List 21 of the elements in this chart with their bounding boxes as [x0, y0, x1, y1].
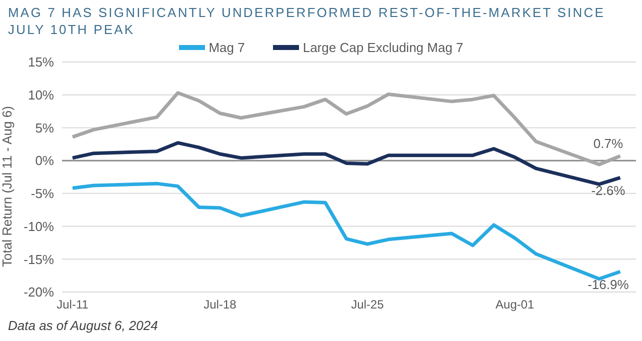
- y-tick-label: -10%: [24, 218, 54, 234]
- x-tick-label: Aug-01: [496, 298, 535, 312]
- x-tick-label: Jul-11: [56, 298, 89, 312]
- legend-label: Mag 7: [208, 40, 245, 54]
- annotation: -2.6%: [591, 182, 626, 198]
- legend-label: Large Cap Excluding Mag 7: [302, 40, 464, 54]
- y-tick-label: -20%: [24, 284, 54, 300]
- x-tick-label: Jul-25: [351, 298, 384, 312]
- y-tick-label: 15%: [28, 54, 54, 70]
- y-tick-label: 5%: [35, 120, 54, 136]
- line-series: [70, 91, 622, 166]
- annotation: -16.9%: [588, 276, 630, 292]
- x-tick-label: Jul-18: [204, 298, 237, 312]
- annotation: 0.7%: [593, 136, 624, 151]
- y-tick-label: 0%: [35, 153, 54, 168]
- y-tick-label: -15%: [24, 252, 54, 267]
- y-tick-label: 10%: [28, 87, 54, 102]
- chart-title: MAG 7 HAS SIGNIFICANTLY UNDERPERFORMED REST-OF-THE-MARKET SINCE JULY 10TH PEAK: [7, 4, 606, 38]
- y-tick-label: -5%: [30, 186, 54, 202]
- text: Data as of August 6, 2024: [7, 318, 159, 333]
- y-axis-title: Total Return (Jul 11 - Aug 6): [0, 106, 15, 267]
